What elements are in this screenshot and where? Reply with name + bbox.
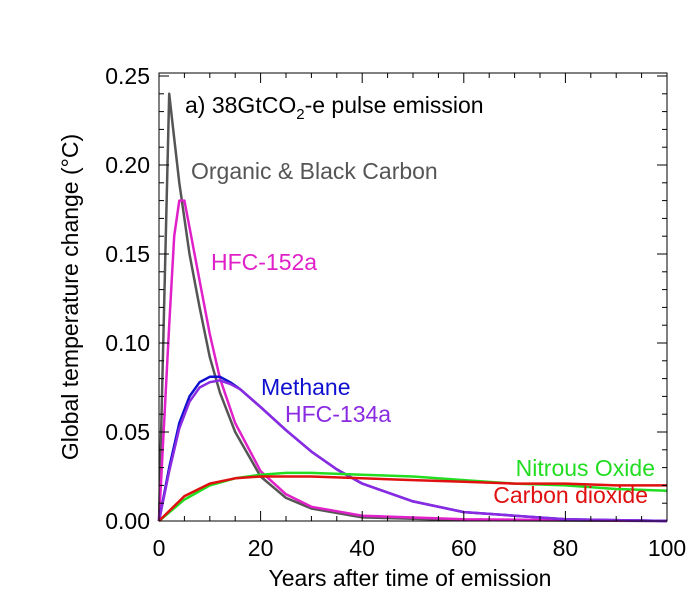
label-hfc-134a: HFC-134a [285, 401, 391, 427]
label-nitrous-oxide: Nitrous Oxide [516, 455, 655, 481]
x-tick-label: 20 [248, 535, 274, 561]
series-line-hfc-152a [157, 199, 668, 523]
x-tick-label: 40 [349, 535, 375, 561]
chart-title: a) 38GtCO2-e pulse emission [185, 92, 484, 123]
label-methane: Methane [261, 374, 351, 400]
series-line-nitrous-oxide [158, 471, 668, 522]
y-tick-label: 0.20 [105, 152, 150, 178]
x-axis-label: Years after time of emission [269, 565, 552, 591]
y-tick-label: 0.15 [105, 241, 150, 267]
x-tick-label: 80 [553, 535, 579, 561]
label-carbon-dioxide: Carbon dioxide [493, 482, 648, 508]
y-tick-label: 0.00 [105, 508, 150, 534]
y-tick-label: 0.05 [105, 419, 150, 445]
y-tick-label: 0.10 [105, 330, 150, 356]
label-hfc-152a: HFC-152a [211, 249, 317, 275]
series-line-carbon-dioxide [158, 475, 667, 522]
y-tick-label: 0.25 [105, 63, 150, 89]
x-tick-label: 0 [153, 535, 166, 561]
label-organic-black-carbon: Organic & Black Carbon [191, 158, 438, 184]
series-line-organic-black-carbon [157, 92, 668, 523]
x-tick-label: 60 [451, 535, 477, 561]
x-tick-label: 100 [648, 535, 686, 561]
y-axis-label: Global temperature change (°C) [57, 134, 83, 460]
plot-frame [158, 72, 668, 522]
